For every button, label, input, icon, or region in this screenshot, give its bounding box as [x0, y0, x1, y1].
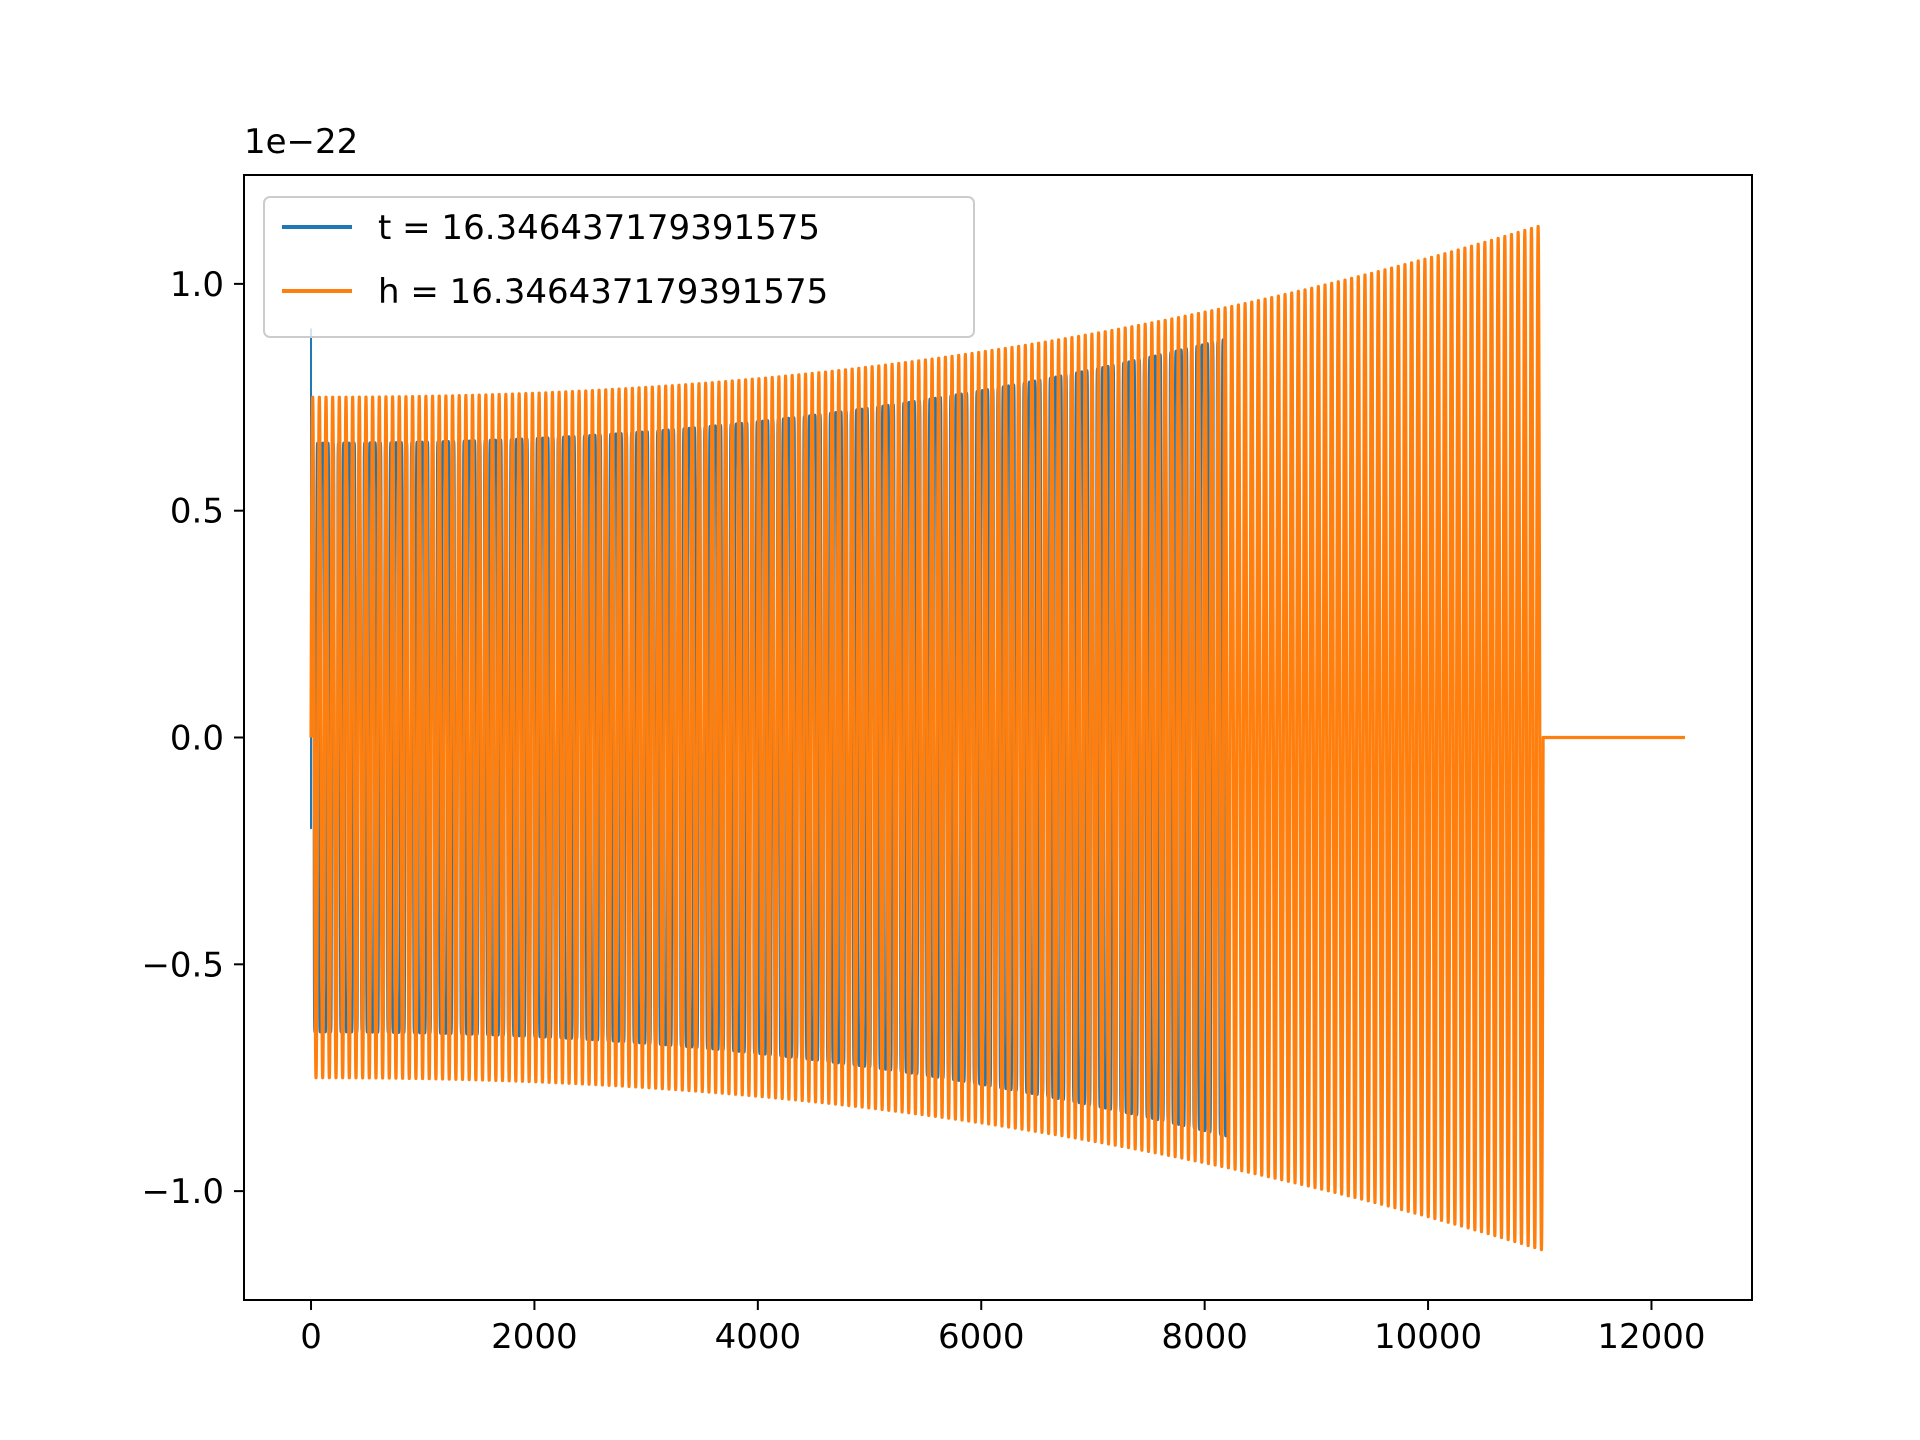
x-tick-label: 12000 — [1597, 1317, 1705, 1357]
x-tick-label: 4000 — [715, 1317, 802, 1357]
y-offset-label: 1e−22 — [244, 122, 358, 162]
x-tick-label: 0 — [300, 1317, 322, 1357]
x-tick-label: 6000 — [938, 1317, 1025, 1357]
series-layer — [309, 224, 1685, 1252]
series-line-2 — [309, 224, 1685, 1252]
y-axis: −1.0 −0.5 0.0 0.5 1.0 — [141, 265, 244, 1212]
series-2 — [309, 224, 1685, 1252]
x-tick-label: 2000 — [491, 1317, 578, 1357]
y-tick-label: 0.5 — [170, 492, 224, 532]
legend-box — [263, 196, 975, 338]
legend-label-1: t = 16.346437179391575 — [378, 208, 820, 248]
legend: t = 16.346437179391575 h = 16.34643717939… — [263, 196, 975, 338]
x-tick-label: 8000 — [1161, 1317, 1248, 1357]
y-tick-label: −1.0 — [141, 1172, 224, 1212]
x-tick-label: 10000 — [1374, 1317, 1482, 1357]
legend-label-2: h = 16.346437179391575 — [378, 272, 828, 312]
y-tick-label: 0.0 — [170, 719, 224, 759]
y-tick-label: 1.0 — [170, 265, 224, 305]
x-axis: 0 2000 4000 6000 8000 10000 12000 — [300, 1300, 1706, 1357]
y-tick-label: −0.5 — [141, 945, 224, 985]
